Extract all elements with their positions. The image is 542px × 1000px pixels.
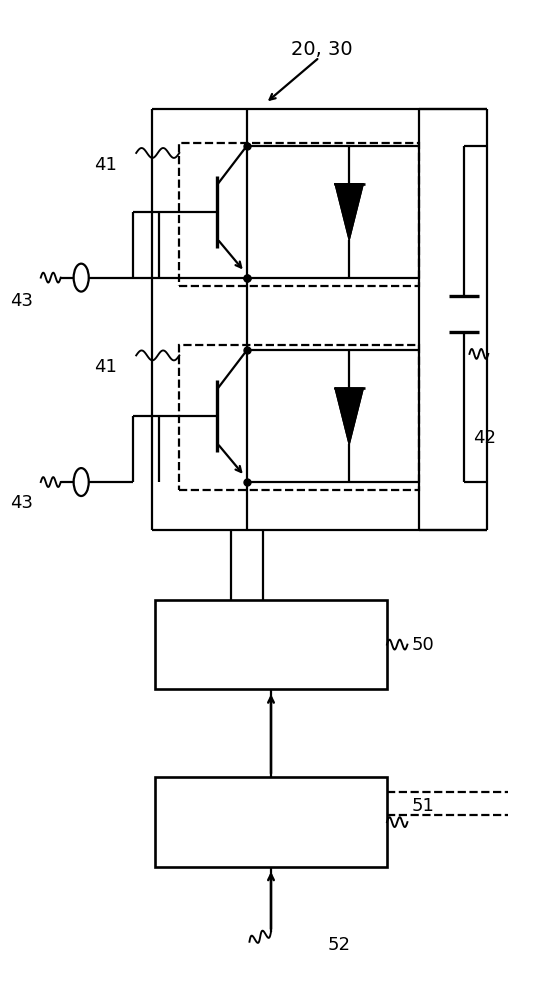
- Bar: [179, 143, 420, 286]
- Text: 50: 50: [411, 636, 434, 654]
- Text: 51: 51: [411, 797, 434, 815]
- Bar: [155, 777, 387, 867]
- Text: 41: 41: [94, 156, 117, 174]
- Bar: [155, 600, 387, 689]
- Text: 41: 41: [94, 358, 117, 376]
- Text: 20, 30: 20, 30: [292, 40, 353, 59]
- Text: 43: 43: [10, 494, 33, 512]
- Text: 52: 52: [327, 936, 351, 954]
- Text: 42: 42: [473, 429, 496, 447]
- Text: 43: 43: [10, 292, 33, 310]
- Polygon shape: [335, 388, 363, 444]
- Bar: [179, 345, 420, 490]
- Polygon shape: [335, 184, 363, 240]
